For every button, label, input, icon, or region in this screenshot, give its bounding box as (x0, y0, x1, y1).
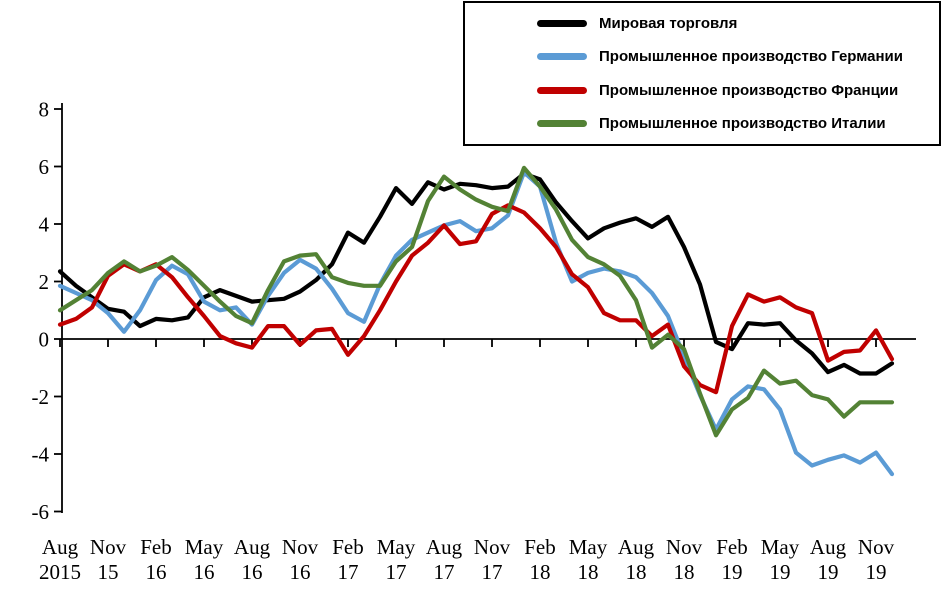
x-tick-label-month: Nov (90, 535, 127, 559)
series-line-world-trade (57, 171, 895, 376)
y-tick-label: -4 (32, 443, 50, 467)
x-tick-label-month: Feb (332, 535, 364, 559)
legend-label-france: Промышленное производство Франции (599, 81, 899, 99)
x-tick-label-year: 19 (866, 560, 887, 584)
x-tick-label-month: Aug (234, 535, 271, 559)
y-tick-label: 2 (39, 270, 50, 294)
x-tick-label-month: Aug (426, 535, 463, 559)
x-tick-label-year: 17 (386, 560, 407, 584)
x-tick-label-month: Aug (618, 535, 655, 559)
series-line-france (57, 203, 895, 395)
x-tick-label-month: May (569, 535, 608, 559)
x-tick-label-year: 16 (242, 560, 263, 584)
legend-item-italy: Промышленное производство Италии (465, 107, 939, 140)
x-tick-label-year: 17 (434, 560, 455, 584)
x-tick-label-year: 18 (530, 560, 551, 584)
x-tick-label-year: 16 (146, 560, 167, 584)
y-tick-label: 6 (39, 155, 50, 179)
x-tick-label-month: Feb (524, 535, 556, 559)
x-tick-label-year: 18 (674, 560, 695, 584)
x-tick-label-month: Nov (858, 535, 895, 559)
legend-label-world-trade: Мировая торговля (599, 14, 738, 32)
y-tick-label: 4 (39, 213, 50, 237)
x-tick-label-month: Aug (810, 535, 847, 559)
y-tick-label: -6 (32, 500, 50, 524)
x-tick-label-month: May (377, 535, 416, 559)
legend-swatch-italy (537, 120, 587, 128)
x-tick-label-year: 15 (98, 560, 119, 584)
legend-swatch-world-trade (537, 19, 587, 27)
x-tick-label-year: 17 (482, 560, 503, 584)
y-tick-label: -2 (32, 385, 50, 409)
legend-label-italy: Промышленное производство Италии (599, 115, 886, 133)
legend-item-world-trade: Мировая торговля (465, 7, 939, 40)
legend-swatch-germany (537, 53, 587, 61)
x-tick-label-year: 18 (578, 560, 599, 584)
legend: Мировая торговля Промышленное производств… (463, 1, 941, 146)
x-tick-label-year: 17 (338, 560, 359, 584)
legend-swatch-france (537, 86, 587, 94)
series-line-italy (57, 165, 895, 438)
x-tick-label-year: 16 (194, 560, 215, 584)
legend-label-germany: Промышленное производство Германии (599, 48, 903, 66)
x-tick-label-month: Nov (474, 535, 511, 559)
x-tick-label-year: 2015 (39, 560, 81, 584)
x-tick-label-month: Nov (666, 535, 703, 559)
x-tick-label-year: 19 (818, 560, 839, 584)
x-tick-label-year: 19 (722, 560, 743, 584)
legend-item-germany: Промышленное производство Германии (465, 40, 939, 73)
x-tick-label-month: Aug (42, 535, 79, 559)
x-tick-label-month: May (761, 535, 800, 559)
y-tick-label: 0 (39, 328, 50, 352)
y-tick-label: 8 (39, 98, 50, 122)
x-tick-label-month: Nov (282, 535, 319, 559)
x-tick-label-month: Feb (716, 535, 748, 559)
legend-item-france: Промышленное производство Франции (465, 74, 939, 107)
x-tick-label-month: Feb (140, 535, 172, 559)
x-tick-label-year: 16 (290, 560, 311, 584)
x-tick-label-year: 19 (770, 560, 791, 584)
x-tick-label-year: 18 (626, 560, 647, 584)
x-tick-label-month: May (185, 535, 224, 559)
